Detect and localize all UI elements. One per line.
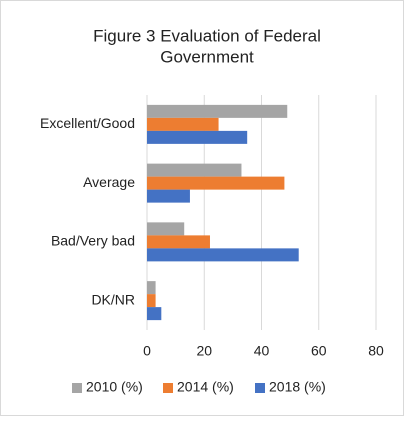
chart-title: Government [160, 47, 254, 66]
bar [147, 294, 156, 308]
bar [147, 235, 210, 249]
y-tick-label: Bad/Very bad [51, 233, 135, 249]
x-tick-label: 80 [368, 343, 384, 359]
chart-title: Figure 3 Evaluation of Federal [93, 26, 321, 45]
legend-swatch [72, 383, 82, 393]
x-tick-label: 20 [196, 343, 212, 359]
y-tick-label: Excellent/Good [40, 115, 135, 131]
x-tick-label: 40 [254, 343, 270, 359]
bar [147, 104, 288, 118]
bar [147, 163, 242, 177]
y-tick-label: Average [83, 174, 135, 190]
bar [147, 222, 185, 236]
legend-label: 2014 (%) [177, 379, 234, 395]
legend-swatch [163, 383, 173, 393]
bar [147, 130, 248, 144]
legend-label: 2018 (%) [269, 379, 326, 395]
y-tick-label: DK/NR [91, 291, 135, 307]
x-tick-label: 0 [143, 343, 151, 359]
legend-swatch [255, 383, 265, 393]
bar [147, 117, 219, 131]
x-tick-label: 60 [311, 343, 327, 359]
bar [147, 248, 299, 262]
bar [147, 307, 162, 321]
bar [147, 176, 285, 190]
bar [147, 281, 156, 295]
legend-label: 2010 (%) [86, 379, 143, 395]
bar [147, 189, 190, 203]
